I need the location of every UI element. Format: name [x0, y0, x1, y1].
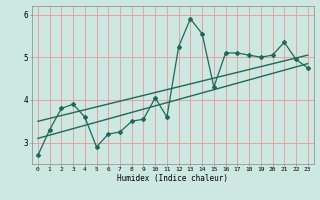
X-axis label: Humidex (Indice chaleur): Humidex (Indice chaleur)	[117, 174, 228, 183]
